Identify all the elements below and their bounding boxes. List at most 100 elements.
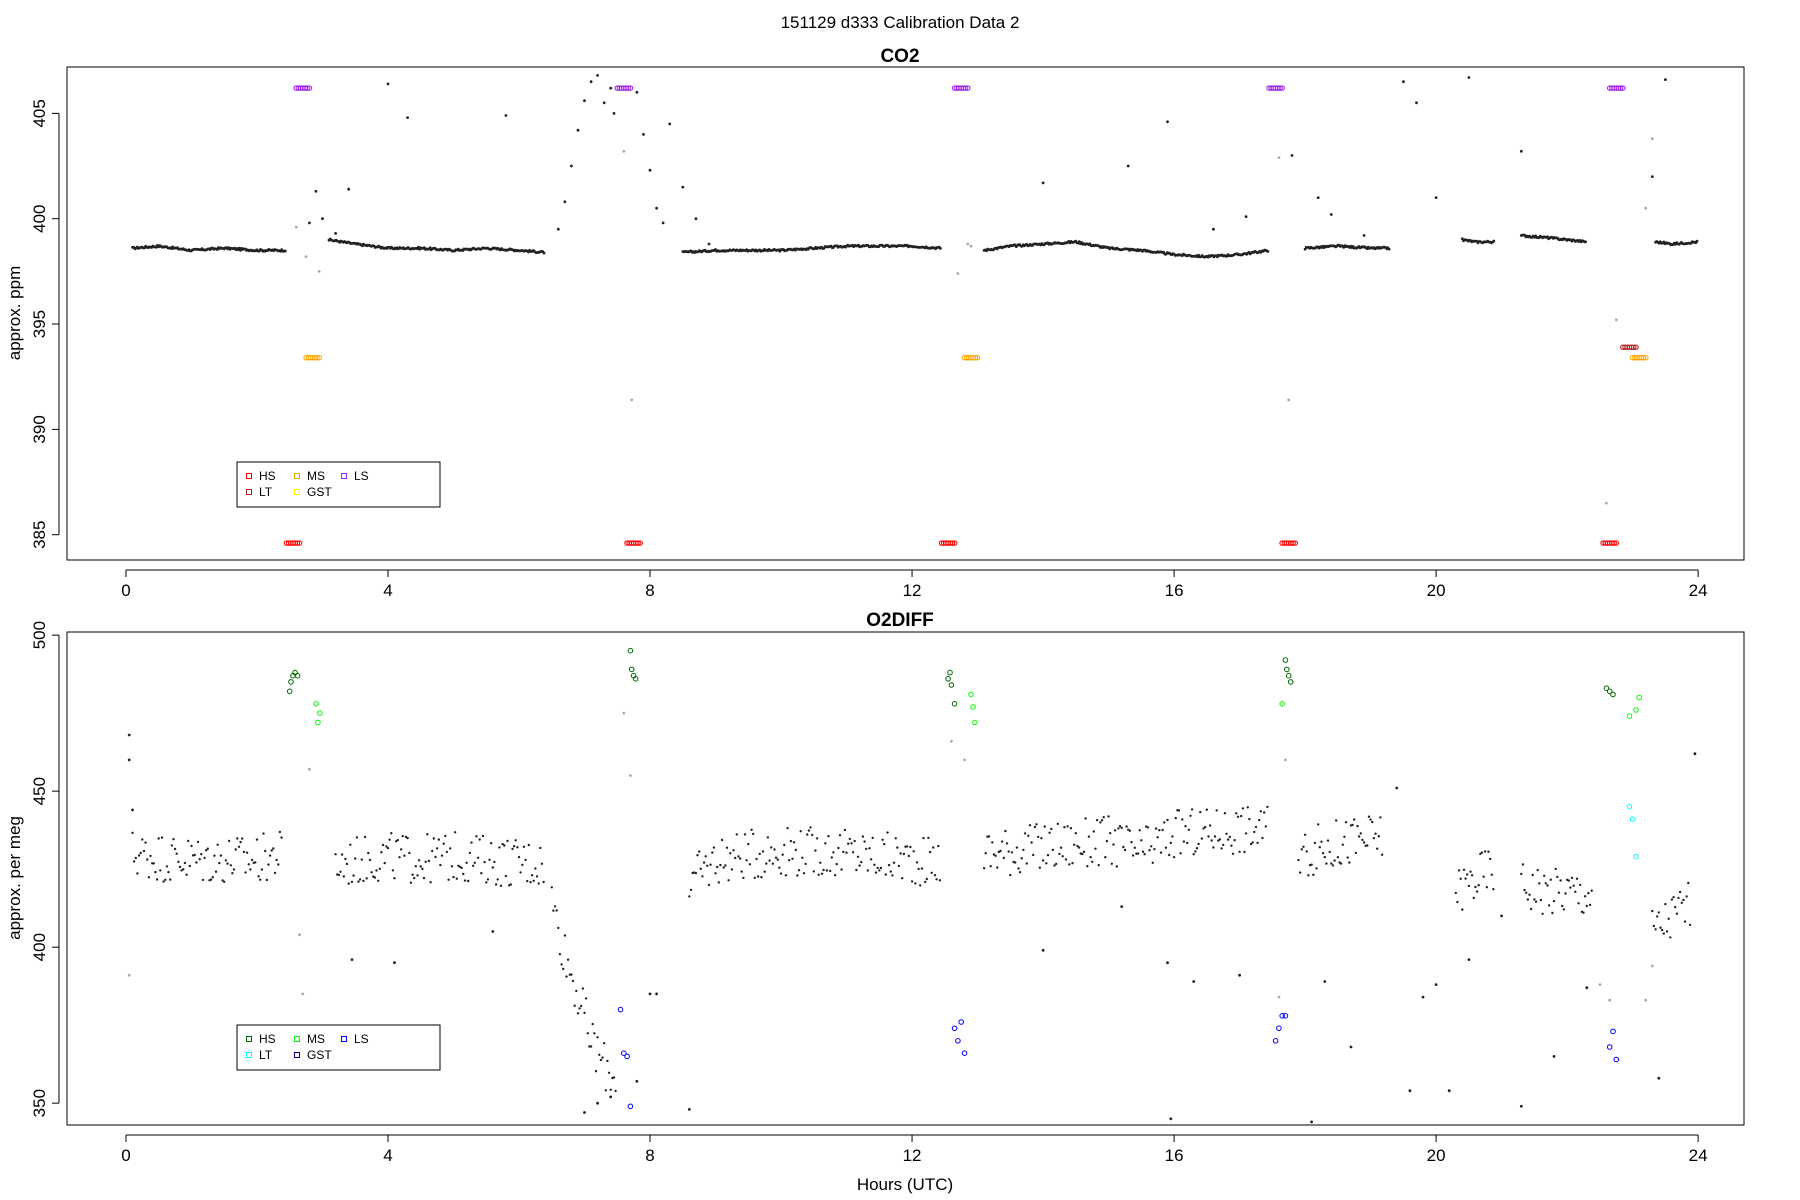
- data-point: [847, 842, 850, 845]
- data-point: [830, 856, 833, 859]
- data-point: [912, 850, 915, 853]
- data-point: [1244, 215, 1248, 219]
- data-point: [853, 839, 856, 843]
- data-point: [570, 973, 573, 976]
- x-axis: 0 4 8 12 16 20 24: [121, 569, 1708, 600]
- calibration-point-ls: [304, 85, 310, 91]
- data-point: [894, 837, 897, 840]
- data-point: [1228, 835, 1232, 839]
- data-point: [1266, 250, 1270, 253]
- data-point: [481, 834, 485, 838]
- data-point: [563, 200, 567, 204]
- y-tick-label: 450: [30, 777, 49, 805]
- data-point: [170, 844, 173, 847]
- data-point: [583, 1011, 586, 1015]
- data-point: [1140, 839, 1143, 842]
- data-point: [1543, 874, 1546, 877]
- data-point: [195, 861, 198, 864]
- data-point: [226, 862, 229, 865]
- calibration-point-hs: [1292, 540, 1299, 546]
- data-point: [809, 826, 812, 829]
- data-point: [740, 870, 743, 873]
- data-point: [1182, 840, 1186, 843]
- calibration-point-ls: [951, 1025, 958, 1032]
- data-point: [583, 99, 586, 103]
- data-point: [760, 876, 763, 879]
- data-point: [820, 872, 824, 875]
- data-point: [386, 846, 390, 850]
- data-point: [879, 866, 883, 870]
- legend-box: [236, 461, 441, 508]
- data-point: [576, 1012, 580, 1015]
- data-point: [1561, 904, 1564, 908]
- data-point-grey: [1608, 998, 1612, 1002]
- data-point: [727, 879, 730, 882]
- data-point: [1523, 888, 1526, 892]
- data-point: [1519, 149, 1523, 153]
- data-point: [370, 871, 373, 874]
- data-point: [768, 859, 771, 862]
- data-point: [892, 861, 896, 864]
- plot-frame: [66, 66, 1745, 561]
- data-point: [169, 878, 172, 881]
- legend-swatch: [341, 473, 347, 479]
- data-point: [393, 877, 396, 880]
- data-point: [1136, 852, 1140, 855]
- data-point: [938, 879, 942, 882]
- calibration-point-ls: [965, 85, 971, 91]
- data-point: [1317, 823, 1320, 826]
- data-point: [245, 851, 249, 854]
- data-point: [1547, 904, 1551, 907]
- data-point: [1549, 878, 1553, 881]
- data-point: [1462, 868, 1466, 871]
- data-point: [1665, 930, 1669, 933]
- data-point: [1339, 862, 1343, 865]
- calibration-point-hs: [296, 540, 303, 546]
- calibration-point-ls: [1610, 1028, 1616, 1035]
- data-point: [1556, 875, 1559, 879]
- data-point: [388, 838, 391, 841]
- data-point: [1238, 850, 1241, 853]
- data-point: [747, 842, 750, 846]
- data-point: [596, 1036, 599, 1039]
- calibration-point-ls: [961, 1050, 968, 1056]
- data-point: [1467, 76, 1471, 79]
- data-point: [442, 842, 445, 845]
- data-point: [1482, 875, 1485, 878]
- calibration-point-ms: [314, 354, 320, 361]
- data-point: [1362, 234, 1366, 237]
- data-point: [698, 850, 701, 853]
- data-point: [589, 80, 593, 84]
- data-point: [521, 863, 524, 867]
- data-point: [406, 116, 409, 119]
- data-point: [1141, 850, 1145, 853]
- data-point: [1325, 862, 1328, 865]
- data-point: [655, 206, 658, 210]
- data-point: [360, 858, 363, 861]
- data-point: [393, 961, 396, 965]
- data-point: [1258, 818, 1261, 822]
- data-point: [635, 1079, 639, 1083]
- data-point: [1249, 842, 1253, 846]
- data-point: [1055, 862, 1058, 866]
- data-point: [349, 843, 352, 846]
- data-point: [833, 874, 837, 877]
- data-point: [1127, 828, 1130, 831]
- data-point: [509, 883, 512, 886]
- data-point: [863, 840, 866, 843]
- data-point: [1552, 899, 1556, 903]
- series-segment: [688, 826, 942, 898]
- data-point: [1226, 838, 1230, 841]
- data-point: [206, 847, 209, 850]
- data-point-grey: [1277, 995, 1281, 999]
- data-point: [1215, 809, 1218, 812]
- data-point: [367, 851, 370, 855]
- legend-label: LT: [259, 485, 273, 499]
- data-point: [1181, 818, 1184, 821]
- data-point: [570, 164, 573, 168]
- data-point: [490, 842, 493, 845]
- data-point: [707, 883, 711, 887]
- calibration-point-ms: [1636, 694, 1642, 701]
- legend-label: LS: [354, 1032, 369, 1046]
- data-point: [1402, 80, 1405, 84]
